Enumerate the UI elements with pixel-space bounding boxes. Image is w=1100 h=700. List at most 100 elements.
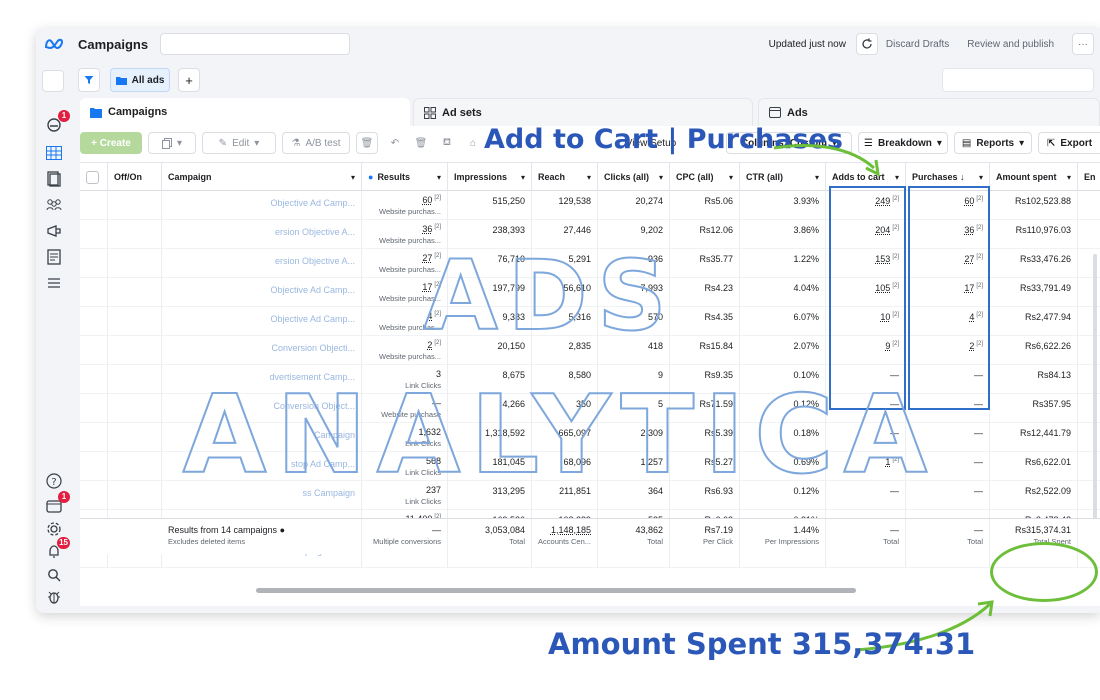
cell-campaign[interactable]: ersion Objective A...	[162, 220, 362, 249]
row-checkbox-cell[interactable]	[80, 249, 108, 278]
cell-campaign[interactable]: Objective Ad Camp...	[162, 191, 362, 220]
table-row[interactable]: Objective Ad Camp... 60 [2] Website purchas…	[80, 191, 1100, 220]
col-adds-to-cart[interactable]: Adds to cart ▾	[826, 163, 906, 191]
col-campaign[interactable]: Campaign ▾	[162, 163, 362, 191]
notifications-icon[interactable]: 1	[42, 491, 70, 517]
table-row[interactable]: Campaign 1,632 Link Clicks 1,318,592 665,097…	[80, 423, 1100, 452]
cell-campaign[interactable]: stop Ad Camp...	[162, 452, 362, 481]
cell-campaign[interactable]: Conversion Object...	[162, 394, 362, 423]
bug-report-icon[interactable]	[42, 586, 66, 608]
cell-campaign[interactable]: Campaign	[162, 423, 362, 452]
col-clicks[interactable]: Clicks (all) ▾	[598, 163, 670, 191]
row-toggle-cell[interactable]	[108, 278, 162, 307]
cell-campaign[interactable]: Objective Ad Camp...	[162, 307, 362, 336]
billing-icon[interactable]	[42, 246, 66, 268]
help-icon[interactable]: ?	[42, 470, 66, 492]
table-row[interactable]: Objective Ad Camp... 4 [2] Website purchas.…	[80, 307, 1100, 336]
row-checkbox-cell[interactable]	[80, 336, 108, 365]
table-row[interactable]: stop Ad Camp... 568 Link Clicks 181,045 68,0…	[80, 452, 1100, 481]
activity-icon[interactable]: 1	[42, 110, 70, 136]
row-toggle-cell[interactable]	[108, 220, 162, 249]
row-toggle-cell[interactable]	[108, 249, 162, 278]
col-purchases[interactable]: Purchases ↓ ▾	[906, 163, 990, 191]
row-checkbox-cell[interactable]	[80, 307, 108, 336]
table-row[interactable]: ersion Objective A... 36 [2] Website purcha…	[80, 220, 1100, 249]
tag-button[interactable]: ⌂	[462, 132, 484, 154]
row-checkbox-cell[interactable]	[80, 481, 108, 510]
export-button[interactable]: ⇱ Export ▾	[1038, 132, 1100, 154]
row-checkbox-cell[interactable]	[80, 365, 108, 394]
campaign-search-input[interactable]	[160, 33, 351, 55]
filter-button[interactable]	[78, 68, 100, 92]
cell-campaign[interactable]: ss Campaign	[162, 481, 362, 510]
tab-ads[interactable]: Ads	[758, 98, 1100, 126]
row-toggle-cell[interactable]	[108, 394, 162, 423]
select-all-column[interactable]	[80, 163, 108, 191]
table-row[interactable]: Conversion Object... — Website purchase 4,2…	[80, 394, 1100, 423]
breakdown-button[interactable]: ☰ Breakdown ▾	[858, 132, 948, 154]
table-row[interactable]: Objective Ad Camp... 17 [2] Website purchas…	[80, 278, 1100, 307]
table-row[interactable]: dvertisement Camp... 3 Link Clicks 8,675 8,5…	[80, 365, 1100, 394]
settings-gear-icon[interactable]	[42, 518, 66, 540]
all-ads-filter-chip[interactable]: All ads	[110, 68, 170, 92]
col-ends[interactable]: En	[1084, 172, 1096, 182]
select-all-checkbox[interactable]	[86, 170, 99, 184]
col-impressions[interactable]: Impressions ▾	[448, 163, 532, 191]
row-toggle-cell[interactable]	[108, 423, 162, 452]
col-off-on[interactable]: Off/On	[108, 163, 162, 191]
ab-test-button[interactable]: ⚗ A/B test	[282, 132, 350, 154]
search-icon[interactable]	[42, 564, 66, 586]
row-checkbox-cell[interactable]	[80, 278, 108, 307]
duplicate-button[interactable]: ▾	[148, 132, 196, 154]
row-checkbox-cell[interactable]	[80, 220, 108, 249]
row-checkbox-cell[interactable]	[80, 191, 108, 220]
row-toggle-cell[interactable]	[108, 365, 162, 394]
row-toggle-cell[interactable]	[108, 191, 162, 220]
table-row[interactable]: ersion Objective A... 27 [2] Website purcha…	[80, 249, 1100, 278]
row-toggle-cell[interactable]	[108, 452, 162, 481]
create-button[interactable]: + Create	[80, 132, 142, 154]
view-setup-button[interactable]: View Setup	[616, 132, 686, 154]
cell-campaign[interactable]: Objective Ad Camp...	[162, 278, 362, 307]
col-reach[interactable]: Reach ▾	[532, 163, 598, 191]
menu-icon[interactable]	[42, 272, 66, 294]
col-ctr[interactable]: CTR (all) ▾	[740, 163, 826, 191]
discard-button[interactable]: 🗑	[410, 132, 432, 154]
more-options-button[interactable]: ···	[1072, 33, 1094, 55]
audiences-icon[interactable]	[42, 194, 66, 216]
row-toggle-cell[interactable]	[108, 307, 162, 336]
megaphone-icon[interactable]	[42, 220, 66, 242]
refresh-button[interactable]	[855, 33, 878, 55]
alerts-bell-icon[interactable]: 15	[42, 537, 70, 563]
row-toggle-cell[interactable]	[108, 481, 162, 510]
filter-search-input[interactable]	[942, 68, 1094, 92]
campaigns-table-icon[interactable]	[42, 142, 66, 164]
cell-campaign[interactable]: Conversion Objecti...	[162, 336, 362, 365]
edit-button[interactable]: ✎ Edit ▾	[202, 132, 276, 154]
delete-button[interactable]: 🗑	[356, 132, 378, 154]
account-switcher[interactable]	[42, 70, 64, 92]
row-checkbox-cell[interactable]	[80, 452, 108, 481]
columns-button[interactable]: Columns: Custom ▾	[726, 132, 852, 154]
add-filter-button[interactable]: +	[178, 68, 200, 92]
reports-button[interactable]: ▤ Reports ▾	[954, 132, 1032, 154]
vertical-scrollbar[interactable]	[1093, 254, 1097, 534]
meta-logo-icon[interactable]	[42, 33, 66, 55]
table-row[interactable]: ss Campaign 237 Link Clicks 313,295 211,851 3…	[80, 481, 1100, 510]
col-results[interactable]: ● Results ▾	[362, 163, 448, 191]
col-amount-spent[interactable]: Amount spent ▾	[990, 163, 1078, 191]
cell-campaign[interactable]: dvertisement Camp...	[162, 365, 362, 394]
row-toggle-cell[interactable]	[108, 336, 162, 365]
row-checkbox-cell[interactable]	[80, 394, 108, 423]
cell-campaign[interactable]: ersion Objective A...	[162, 249, 362, 278]
row-checkbox-cell[interactable]	[80, 423, 108, 452]
tab-campaigns[interactable]: Campaigns	[80, 98, 410, 126]
review-publish-button[interactable]: Review and publish	[967, 38, 1054, 50]
pages-icon[interactable]	[42, 168, 66, 190]
table-row[interactable]: Conversion Objecti... 2 [2] Website purchas…	[80, 336, 1100, 365]
undo-button[interactable]: ↶	[384, 132, 406, 154]
horizontal-scrollbar[interactable]	[256, 588, 856, 593]
discard-drafts-button[interactable]: Discard Drafts	[885, 38, 950, 50]
rules-button[interactable]: ⛾	[436, 132, 458, 154]
col-cpc[interactable]: CPC (all) ▾	[670, 163, 740, 191]
